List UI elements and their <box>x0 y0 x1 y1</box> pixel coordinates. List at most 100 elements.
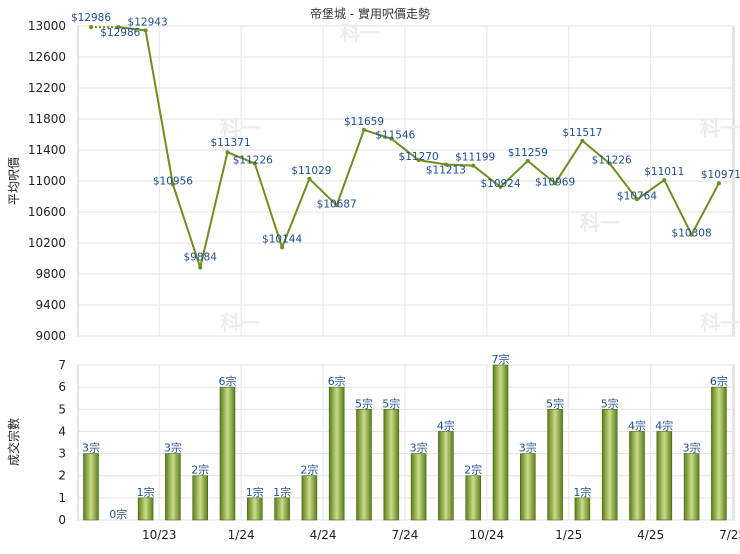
bar <box>438 431 454 521</box>
line-point <box>716 181 721 186</box>
top-y-axis-label: 平均呎價 <box>7 157 21 205</box>
bar-data-label: 1宗 <box>246 485 264 499</box>
line-point <box>116 25 121 30</box>
line-data-label: $12986 <box>71 12 111 24</box>
watermark-text: 科一 <box>700 116 740 140</box>
bar-data-label: 5宗 <box>546 396 564 410</box>
bottom-y-tick-label: 0 <box>58 513 66 527</box>
line-point <box>607 161 612 166</box>
top-y-tick-label: 9000 <box>35 329 66 343</box>
bottom-plot-frame <box>77 364 735 521</box>
bottom-y-tick-label: 5 <box>58 402 66 416</box>
line-data-label: $11029 <box>291 165 331 177</box>
bottom-y-tick-label: 6 <box>58 380 66 394</box>
line-data-label: $11659 <box>344 116 384 128</box>
line-point <box>362 127 366 132</box>
line-data-label: $12986 <box>100 27 140 39</box>
bar-data-label: 1宗 <box>573 485 591 499</box>
line-point <box>143 28 148 33</box>
line-data-label: $11270 <box>399 151 439 163</box>
bar-data-label: 6宗 <box>219 374 237 388</box>
line-data-label: $10969 <box>535 176 575 188</box>
bar <box>601 408 618 521</box>
bar <box>410 453 427 521</box>
bar <box>137 497 154 521</box>
line-data-label: $10764 <box>617 190 657 202</box>
bar <box>247 497 263 521</box>
line-point <box>280 245 285 250</box>
watermark-text: 科一 <box>220 116 260 140</box>
bar-data-label: 4宗 <box>628 418 646 432</box>
line-point <box>689 232 694 237</box>
bar <box>519 453 536 521</box>
line-point <box>471 163 476 168</box>
bar <box>465 475 482 521</box>
bar <box>83 453 99 521</box>
bar-data-label: 0宗 <box>109 507 127 521</box>
x-axis: 10/23 1/24 4/24 7/24 10/24 1/25 4/25 7/25 <box>142 528 740 542</box>
bar-data-label: 5宗 <box>355 396 373 410</box>
line-point <box>662 178 667 183</box>
x-tick-label: 10/23 <box>142 528 177 542</box>
bar-data-label: 3宗 <box>410 441 428 455</box>
line-data-label: $11259 <box>508 147 548 159</box>
bar <box>656 431 673 521</box>
top-y-tick-label: 12200 <box>28 81 66 95</box>
top-y-tick-label: 9800 <box>35 267 66 281</box>
bar <box>547 408 563 521</box>
watermark-text: 科一 <box>340 21 380 45</box>
chart-title: 帝堡城 - 實用呎價走勢 <box>310 6 430 21</box>
watermark-text: 科一 <box>220 311 260 335</box>
top-y-tick-label: 9400 <box>35 298 66 312</box>
line-data-label: $10956 <box>153 175 193 187</box>
line-point <box>252 161 257 166</box>
line-point <box>334 203 339 208</box>
line-data-label: $11226 <box>592 154 632 166</box>
bar <box>683 453 700 521</box>
top-y-tick-label: 10200 <box>28 236 66 250</box>
line-data-label: $11199 <box>455 152 495 164</box>
bar-data-label: 2宗 <box>464 463 482 477</box>
line-series: $12986$12986$12943$10956$9884$11371$1122… <box>71 12 740 270</box>
bar-data-label: 3宗 <box>164 441 182 455</box>
line-data-label: $9884 <box>183 251 217 263</box>
line-data-label: $11213 <box>426 164 466 176</box>
bottom-y-tick-label: 3 <box>58 447 66 461</box>
line-data-label: $11226 <box>233 154 273 166</box>
x-tick-label: 1/24 <box>228 528 255 542</box>
bar <box>274 497 290 521</box>
top-y-tick-label: 11800 <box>28 112 66 126</box>
bar <box>356 408 372 521</box>
line-data-label: $10924 <box>480 178 520 190</box>
bar <box>574 497 591 521</box>
line-point <box>89 25 93 30</box>
top-grid <box>78 25 734 337</box>
line-point <box>635 197 639 202</box>
line-data-label: $11011 <box>644 166 684 178</box>
x-tick-label: 1/25 <box>555 528 582 542</box>
line-point <box>389 136 394 141</box>
bottom-y-axis: 0 1 2 3 4 5 6 7 <box>58 358 66 527</box>
bar <box>492 364 509 521</box>
line-point <box>525 158 530 163</box>
line-point <box>225 150 230 155</box>
line-data-label: $11371 <box>210 137 250 149</box>
line-data-label: $11546 <box>375 130 415 142</box>
line-data-label: $12943 <box>128 16 168 28</box>
bar <box>328 386 345 521</box>
line-point <box>580 138 585 143</box>
line-point <box>498 184 503 189</box>
bar <box>629 431 645 521</box>
watermark-text: 科一 <box>580 211 620 235</box>
bottom-y-tick-label: 4 <box>58 424 66 438</box>
bar-data-label: 1宗 <box>137 485 155 499</box>
line-data-label: $11517 <box>562 127 602 139</box>
bar <box>301 475 318 521</box>
bar <box>219 386 236 521</box>
bar <box>165 453 181 521</box>
bar-data-label: 3宗 <box>82 441 100 455</box>
bar-data-label: 6宗 <box>710 374 728 388</box>
top-y-axis: 9000 9400 9800 10200 10600 11000 11400 11800 122… <box>28 19 66 343</box>
